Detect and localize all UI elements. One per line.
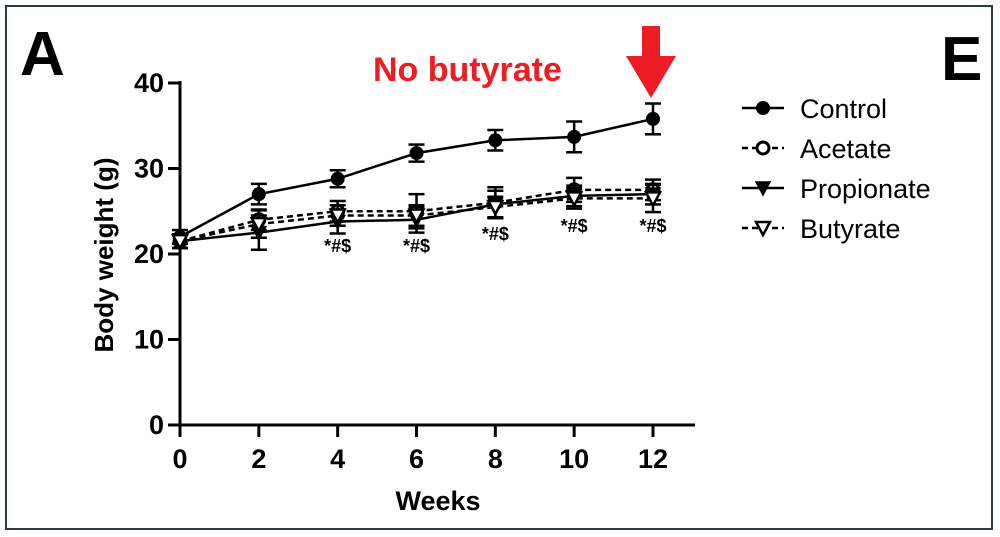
significance-marker: *#$ <box>324 236 351 256</box>
legend: Control Acetate Propionate Butyrate <box>742 94 931 244</box>
legend-marker <box>756 101 770 115</box>
x-tick-label: 0 <box>172 444 187 474</box>
x-tick-label: 8 <box>488 444 503 474</box>
y-axis-label: Body weight (g) <box>89 158 119 353</box>
significance-marker: *#$ <box>639 216 666 236</box>
data-point <box>409 146 424 161</box>
legend-label: Acetate <box>800 134 892 164</box>
significance-marker: *#$ <box>561 216 588 236</box>
data-point <box>643 191 663 209</box>
no-butyrate-annotation: No butyrate <box>373 51 562 89</box>
series-layer: *#$ *#$ *#$ *#$ *#$ <box>170 102 667 256</box>
edge-panel-label: E <box>941 25 982 94</box>
y-tick-label: 0 <box>149 410 164 440</box>
data-point <box>407 208 426 226</box>
x-tick-label: 12 <box>638 444 668 474</box>
data-point <box>249 216 268 234</box>
series-control <box>172 102 661 245</box>
legend-marker <box>753 220 773 238</box>
legend-marker <box>755 140 771 156</box>
legend-label: Butyrate <box>800 214 901 244</box>
y-tick-label: 10 <box>134 325 164 355</box>
y-tick-label: 20 <box>134 239 164 269</box>
legend-label: Propionate <box>800 174 931 204</box>
red-arrow-down-icon <box>626 26 676 98</box>
legend-marker <box>754 181 772 197</box>
figure-frame <box>5 5 993 530</box>
x-tick-label: 6 <box>409 444 424 474</box>
data-point <box>567 129 582 144</box>
data-point <box>328 208 347 226</box>
series-butyrate <box>170 183 663 251</box>
x-axis-label: Weeks <box>395 486 480 516</box>
y-tick-label: 30 <box>134 154 164 184</box>
data-point <box>330 171 345 186</box>
axes: 0 10 20 30 40 0 2 4 6 8 10 12 <box>134 68 695 474</box>
y-tick-label: 40 <box>134 68 164 98</box>
legend-label: Control <box>800 94 887 124</box>
data-point <box>488 133 503 148</box>
panel-label: A <box>20 20 65 89</box>
x-tick-label: 10 <box>559 444 589 474</box>
x-tick-label: 2 <box>251 444 266 474</box>
data-point <box>486 199 505 217</box>
data-point <box>251 187 266 202</box>
significance-marker: *#$ <box>482 224 509 244</box>
data-point <box>565 191 584 209</box>
data-point <box>646 111 660 126</box>
data-point <box>170 233 190 251</box>
x-tick-label: 4 <box>330 444 345 474</box>
significance-marker: *#$ <box>403 236 430 256</box>
